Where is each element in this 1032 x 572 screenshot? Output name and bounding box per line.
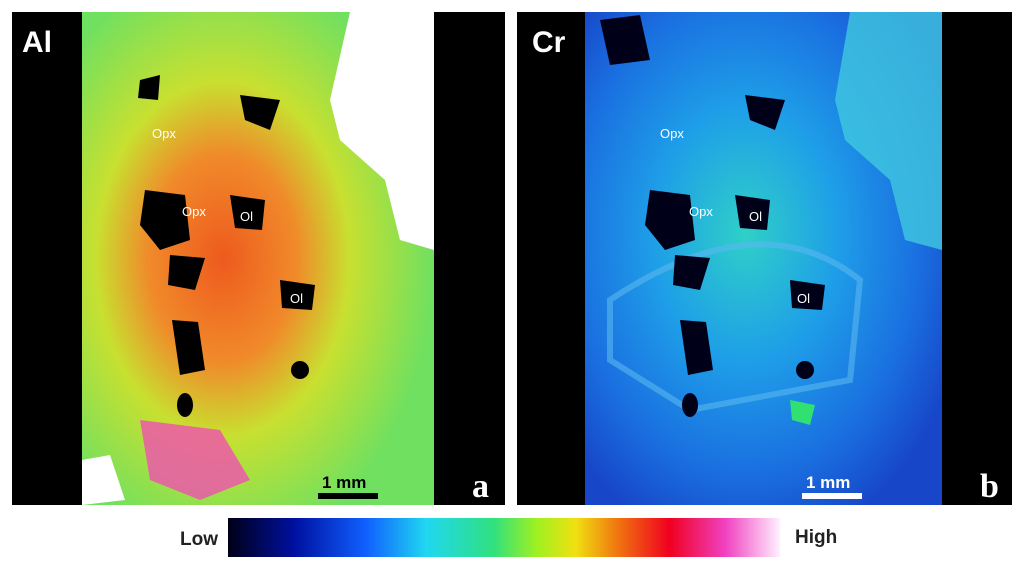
colorbar-high-label: High xyxy=(795,527,837,548)
element-label: Al xyxy=(22,26,52,59)
annotation: Ol xyxy=(290,291,303,306)
annotation: Opx xyxy=(689,204,713,219)
element-label: Cr xyxy=(532,26,566,59)
colorbar: Low High xyxy=(180,518,837,557)
panel-b: Cr Opx Opx Ol Ol 1 mm b xyxy=(517,12,1012,505)
annotation: Opx xyxy=(182,204,206,219)
high-zone xyxy=(330,12,434,250)
grains xyxy=(138,75,315,417)
panel-letter: b xyxy=(980,468,999,505)
annotation: Opx xyxy=(152,126,176,141)
zoning xyxy=(607,241,864,414)
annotation: Ol xyxy=(240,209,253,224)
annotation: Opx xyxy=(660,126,684,141)
scale-bar xyxy=(802,493,862,499)
panel-a: Al Opx Opx Ol Ol 1 mm a xyxy=(12,12,505,505)
high-zone xyxy=(835,12,942,250)
panel-letter: a xyxy=(472,468,489,505)
annotation: Ol xyxy=(797,291,810,306)
scale-bar-label: 1 mm xyxy=(322,473,366,492)
scale-bar-label: 1 mm xyxy=(806,473,850,492)
high-zone xyxy=(82,455,125,505)
colorbar-gradient xyxy=(228,518,780,557)
high-zone xyxy=(140,420,250,500)
high-zone xyxy=(790,400,815,425)
scale-bar xyxy=(318,493,378,499)
grains xyxy=(600,15,825,417)
annotation: Ol xyxy=(749,209,762,224)
colorbar-low-label: Low xyxy=(180,529,218,550)
